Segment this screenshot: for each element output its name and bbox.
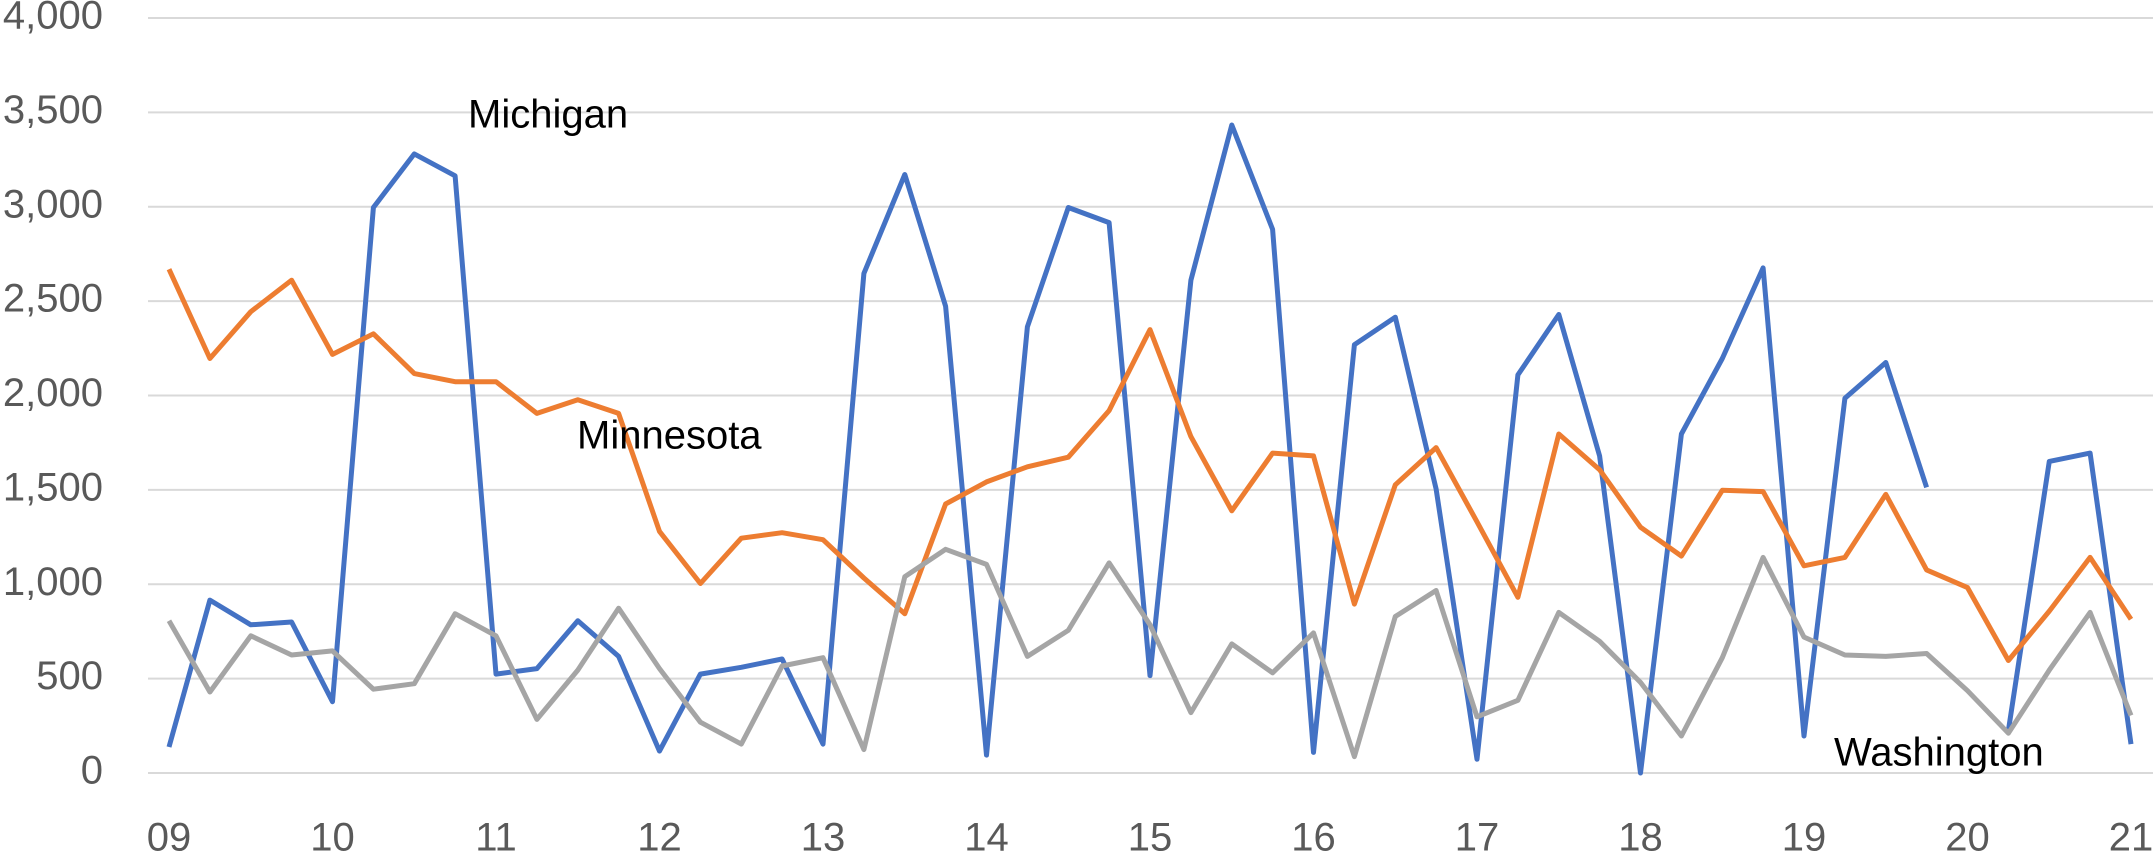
series-line [166,546,2134,760]
series-label: Washington [1834,731,2044,775]
x-tick-label: 19 [1782,816,1827,860]
x-tick-label: 20 [1945,816,1990,860]
y-tick-label: 500 [36,654,103,698]
series-label: Minnesota [577,414,762,458]
y-tick-label: 1,000 [3,560,103,604]
x-tick-label: 15 [1128,816,1173,860]
x-tick-label: 21 [2109,816,2153,860]
y-tick-label: 1,500 [3,465,103,509]
y-tick-label: 2,000 [3,371,103,415]
series-line [166,122,2134,776]
x-tick-label: 12 [637,816,682,860]
y-tick-label: 3,000 [3,182,103,226]
x-tick-label: 13 [801,816,846,860]
x-tick-label: 09 [147,816,192,860]
x-tick-label: 10 [310,816,355,860]
y-tick-label: 4,000 [3,0,103,38]
y-tick-label: 3,500 [3,88,103,132]
x-tick-label: 14 [964,816,1009,860]
series-line [166,268,2134,663]
x-tick-label: 18 [1618,816,1663,860]
y-tick-label: 0 [81,749,103,793]
x-tick-label: 11 [475,816,517,860]
x-tick-label: 16 [1291,816,1336,860]
series-label: Michigan [468,93,628,137]
x-tick-label: 17 [1455,816,1500,860]
y-tick-label: 2,500 [3,277,103,321]
